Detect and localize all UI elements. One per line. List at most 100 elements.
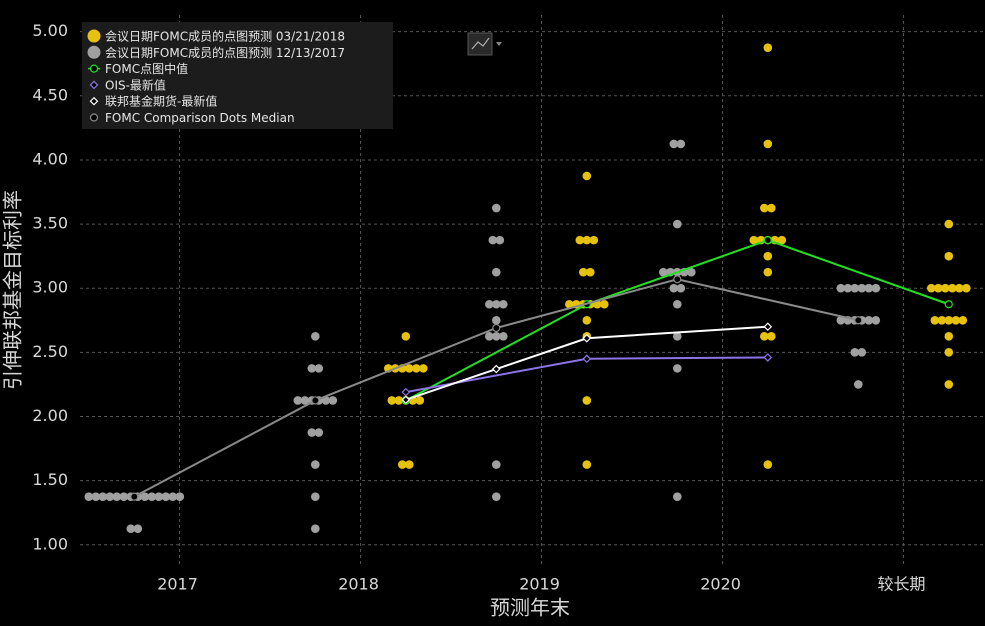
line-marker	[89, 64, 99, 73]
dot	[673, 219, 682, 229]
dot	[492, 315, 501, 325]
dot	[749, 235, 759, 245]
line-marker	[89, 113, 99, 122]
dot	[857, 283, 867, 293]
button-icon	[471, 37, 490, 50]
dot	[763, 267, 773, 277]
dot	[168, 492, 178, 501]
dot	[763, 460, 773, 469]
legend-label: 联邦基金期货-最新值	[105, 94, 217, 109]
dot	[154, 492, 164, 501]
dot	[941, 283, 950, 293]
dot	[492, 332, 501, 341]
dot	[300, 396, 310, 405]
dot	[669, 283, 679, 293]
legend-label: 会议日期FOMC成员的点图预测 03/21/2018	[105, 29, 345, 44]
dot	[955, 283, 964, 293]
dot	[927, 283, 936, 293]
dot	[133, 524, 143, 534]
line-marker	[944, 300, 953, 309]
y-tick-label: 5.00	[32, 21, 68, 40]
line-marker	[130, 492, 139, 501]
dot	[930, 315, 940, 325]
dot	[565, 299, 574, 309]
legend-label: FOMC Comparison Dots Median	[105, 111, 295, 125]
dot	[854, 380, 863, 389]
dot	[864, 283, 874, 293]
dot	[311, 460, 320, 469]
legend-label: FOMC点图中值	[105, 61, 188, 76]
dot	[419, 364, 428, 373]
dot	[119, 492, 129, 501]
dot	[836, 283, 846, 293]
line-marker	[582, 333, 592, 343]
dot	[321, 396, 331, 405]
dot	[311, 492, 320, 501]
legend: 会议日期FOMC成员的点图预测 03/21/2018会议日期FOMC成员的点图预…	[82, 22, 393, 129]
x-tick-label: 2020	[700, 575, 741, 594]
line-marker	[763, 322, 773, 332]
dot	[387, 396, 397, 405]
dot	[161, 492, 171, 501]
dot	[673, 332, 682, 341]
dot	[98, 492, 108, 501]
x-tick-label: 2018	[338, 575, 379, 594]
dot	[937, 315, 947, 325]
dot	[492, 460, 501, 469]
dot	[864, 315, 874, 325]
dot	[600, 299, 609, 309]
x-tick-label: 较长期	[878, 575, 926, 594]
legend-label: OIS-最新值	[105, 77, 166, 92]
dot	[871, 283, 881, 293]
dot	[944, 332, 954, 341]
dot	[405, 460, 414, 469]
dot	[836, 315, 846, 325]
dropdown-arrow[interactable]	[496, 42, 502, 46]
dot	[492, 492, 501, 501]
dot	[412, 364, 421, 373]
line-marker	[763, 236, 772, 245]
dot	[850, 283, 860, 293]
dot	[589, 235, 599, 245]
dot	[140, 492, 150, 501]
y-tick-label: 1.00	[32, 534, 68, 553]
dot	[850, 348, 860, 357]
x-axis-title: 预测年末	[490, 596, 570, 620]
line-marker	[582, 354, 592, 364]
line-marker	[401, 395, 411, 405]
dot	[575, 235, 585, 245]
line-marker	[491, 364, 501, 374]
dot	[777, 235, 787, 245]
legend-label: 会议日期FOMC成员的点图预测 12/13/2017	[105, 45, 345, 60]
dot	[582, 235, 592, 245]
dot	[492, 299, 501, 309]
dot	[91, 492, 101, 501]
dot	[311, 524, 320, 534]
dot	[582, 315, 592, 325]
y-tick-label: 3.00	[32, 278, 68, 297]
dot	[307, 428, 317, 437]
dot	[871, 315, 881, 325]
dot	[582, 460, 592, 469]
dot	[293, 396, 303, 405]
dot	[673, 492, 682, 501]
line-marker	[89, 80, 99, 90]
dot	[307, 364, 317, 373]
dot	[676, 139, 686, 149]
y-tick-label: 2.00	[32, 406, 68, 425]
dot	[579, 267, 588, 277]
dot	[105, 492, 115, 501]
dot	[763, 251, 773, 261]
series-line	[405, 239, 950, 402]
y-tick-label: 3.50	[32, 214, 68, 233]
dot	[328, 396, 338, 405]
dot	[492, 267, 501, 277]
legend-box	[82, 22, 393, 129]
y-axis-title: 引伸联邦基金目标利率	[1, 190, 25, 390]
line-marker	[492, 323, 501, 333]
dot	[944, 380, 954, 389]
line-marker	[763, 353, 773, 362]
line-marker	[854, 316, 863, 325]
chart-type-button[interactable]	[467, 32, 502, 56]
dot	[398, 460, 407, 469]
